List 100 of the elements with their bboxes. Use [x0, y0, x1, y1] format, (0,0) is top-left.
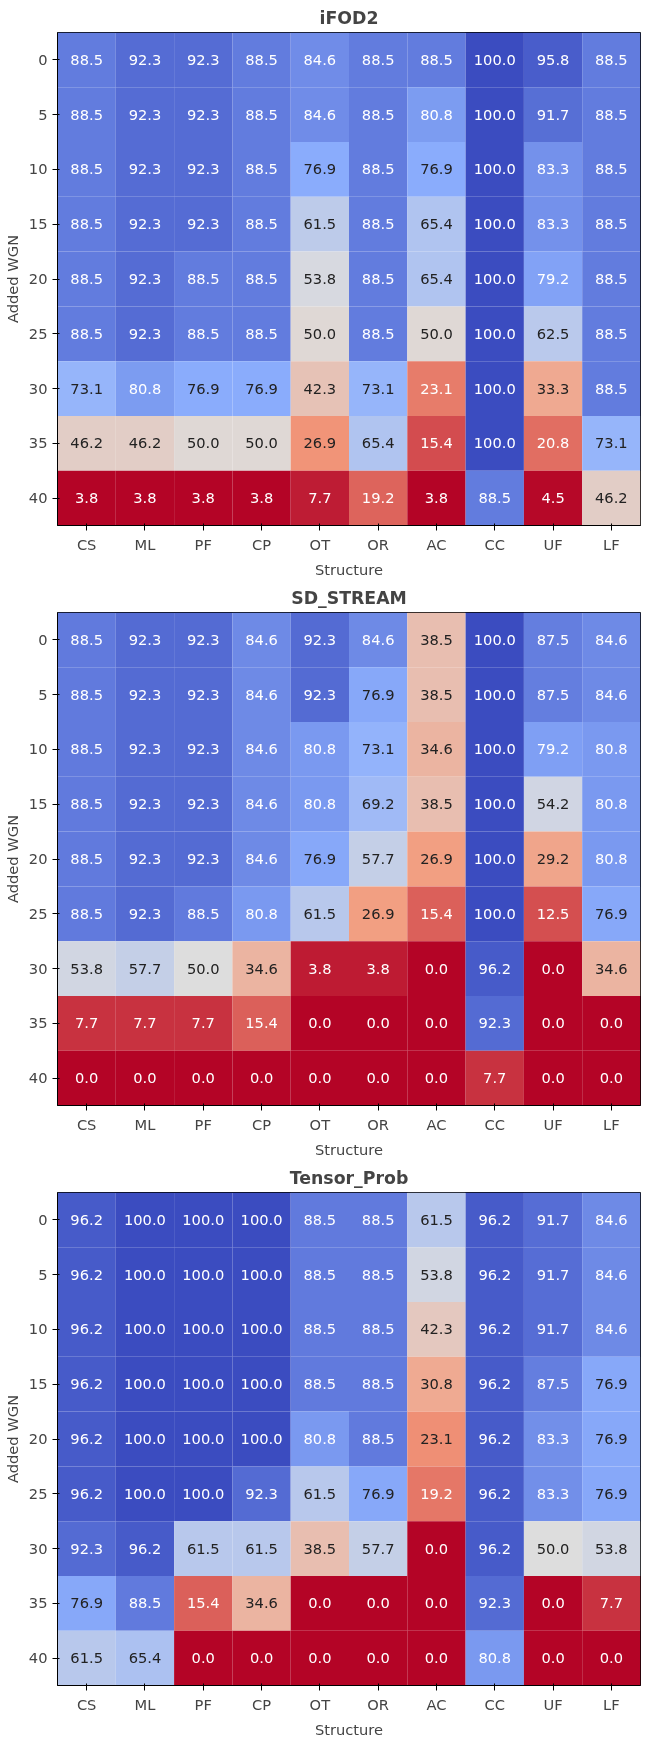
data-label: 88.5 — [595, 160, 628, 178]
data-label: 100.0 — [240, 1375, 283, 1393]
x-tick-label: OR — [367, 1695, 390, 1713]
data-label: 0.0 — [191, 1069, 215, 1087]
data-label: 76.9 — [303, 850, 337, 867]
data-label: 87.5 — [536, 630, 570, 648]
data-label: 0.0 — [424, 1539, 449, 1557]
data-label: 88.5 — [70, 904, 103, 922]
y-tick-label: 20 — [28, 1430, 48, 1447]
x-tick-label: AC — [426, 535, 447, 553]
x-axis-title: Structure — [314, 560, 384, 578]
data-label: 84.6 — [245, 630, 278, 648]
data-label: 96.2 — [478, 1320, 512, 1338]
data-label: 88.5 — [303, 1375, 337, 1393]
x-tick-label: UF — [543, 1695, 563, 1713]
data-label: 53.8 — [303, 270, 337, 287]
data-label: 91.7 — [536, 1210, 570, 1228]
data-label: 3.8 — [75, 489, 99, 507]
y-tick-label: 25 — [28, 904, 48, 922]
data-label: 100.0 — [473, 904, 516, 922]
y-tick-label: 0 — [38, 1210, 48, 1228]
x-tick-label: OT — [309, 535, 331, 553]
data-label: 100.0 — [473, 685, 516, 703]
x-tick-label: PF — [194, 1115, 212, 1133]
data-label: 0.0 — [366, 1594, 390, 1612]
x-tick-label: CC — [484, 535, 505, 553]
data-label: 61.5 — [186, 1539, 220, 1557]
data-label: 80.8 — [595, 850, 628, 867]
data-label: 61.5 — [70, 1649, 103, 1667]
data-label: 88.5 — [361, 1375, 395, 1393]
x-tick-label: OT — [309, 1115, 331, 1133]
data-label: 7.7 — [308, 489, 332, 507]
data-label: 7.7 — [133, 1014, 157, 1032]
data-label: 88.5 — [70, 105, 103, 123]
y-tick-label: 20 — [28, 850, 48, 867]
data-label: 29.2 — [536, 850, 570, 867]
data-label: 96.2 — [478, 1430, 512, 1447]
data-label: 100.0 — [473, 850, 516, 867]
data-label: 83.3 — [536, 160, 570, 178]
data-label: 92.3 — [303, 630, 337, 648]
data-label: 80.8 — [595, 740, 628, 758]
data-label: 7.7 — [75, 1014, 99, 1032]
data-label: 0.0 — [308, 1069, 332, 1087]
data-label: 88.5 — [70, 160, 103, 178]
data-label: 88.5 — [361, 270, 395, 287]
data-label: 92.3 — [128, 630, 162, 648]
x-tick-label: OR — [367, 535, 390, 553]
data-label: 0.0 — [541, 959, 565, 977]
data-label: 84.6 — [595, 630, 628, 648]
data-label: 88.5 — [420, 50, 453, 68]
x-tick-label: LF — [603, 1695, 620, 1713]
data-label: 88.5 — [595, 215, 628, 233]
x-tick-label: LF — [603, 535, 620, 553]
data-label: 80.8 — [128, 379, 162, 397]
data-label: 3.8 — [366, 959, 390, 977]
data-label: 61.5 — [420, 1210, 453, 1228]
data-label: 84.6 — [361, 630, 395, 648]
y-tick-label: 10 — [28, 740, 48, 758]
data-label: 50.0 — [536, 1539, 570, 1557]
data-label: 79.2 — [536, 740, 570, 758]
data-label: 92.3 — [128, 850, 162, 867]
y-tick-label: 15 — [28, 795, 48, 813]
data-label: 80.8 — [478, 1649, 512, 1667]
x-tick-label: CC — [484, 1695, 505, 1713]
data-label: 92.3 — [186, 740, 220, 758]
data-label: 88.5 — [70, 850, 103, 867]
data-label: 65.4 — [420, 270, 453, 287]
data-label: 34.6 — [245, 959, 278, 977]
data-label: 92.3 — [186, 160, 220, 178]
y-tick-label: 35 — [28, 1594, 48, 1612]
data-label: 0.0 — [424, 1594, 449, 1612]
data-label: 80.8 — [245, 904, 278, 922]
data-label: 0.0 — [424, 1014, 449, 1032]
data-label: 92.3 — [128, 685, 162, 703]
data-label: 96.2 — [478, 1210, 512, 1228]
data-label: 88.5 — [361, 1320, 395, 1338]
data-label: 76.9 — [595, 904, 628, 922]
y-tick-label: 5 — [38, 1265, 48, 1283]
data-label: 92.3 — [128, 50, 162, 68]
data-label: 100.0 — [123, 1375, 166, 1393]
data-label: 88.5 — [128, 1594, 162, 1612]
data-label: 76.9 — [595, 1375, 628, 1393]
data-label: 96.2 — [478, 1265, 512, 1283]
data-label: 96.2 — [70, 1484, 103, 1502]
data-label: 100.0 — [473, 379, 516, 397]
data-label: 100.0 — [473, 270, 516, 287]
data-label: 80.8 — [303, 795, 337, 813]
data-label: 92.3 — [245, 1484, 278, 1502]
data-label: 100.0 — [123, 1430, 166, 1447]
data-label: 3.8 — [133, 489, 157, 507]
data-label: 92.3 — [128, 904, 162, 922]
data-label: 76.9 — [245, 379, 278, 397]
data-label: 96.2 — [478, 1539, 512, 1557]
data-label: 92.3 — [186, 850, 220, 867]
data-label: 4.5 — [541, 489, 565, 507]
data-label: 92.3 — [186, 50, 220, 68]
data-label: 7.7 — [599, 1594, 624, 1612]
data-label: 30.8 — [420, 1375, 453, 1393]
data-label: 84.6 — [245, 740, 278, 758]
data-label: 0.0 — [308, 1014, 332, 1032]
